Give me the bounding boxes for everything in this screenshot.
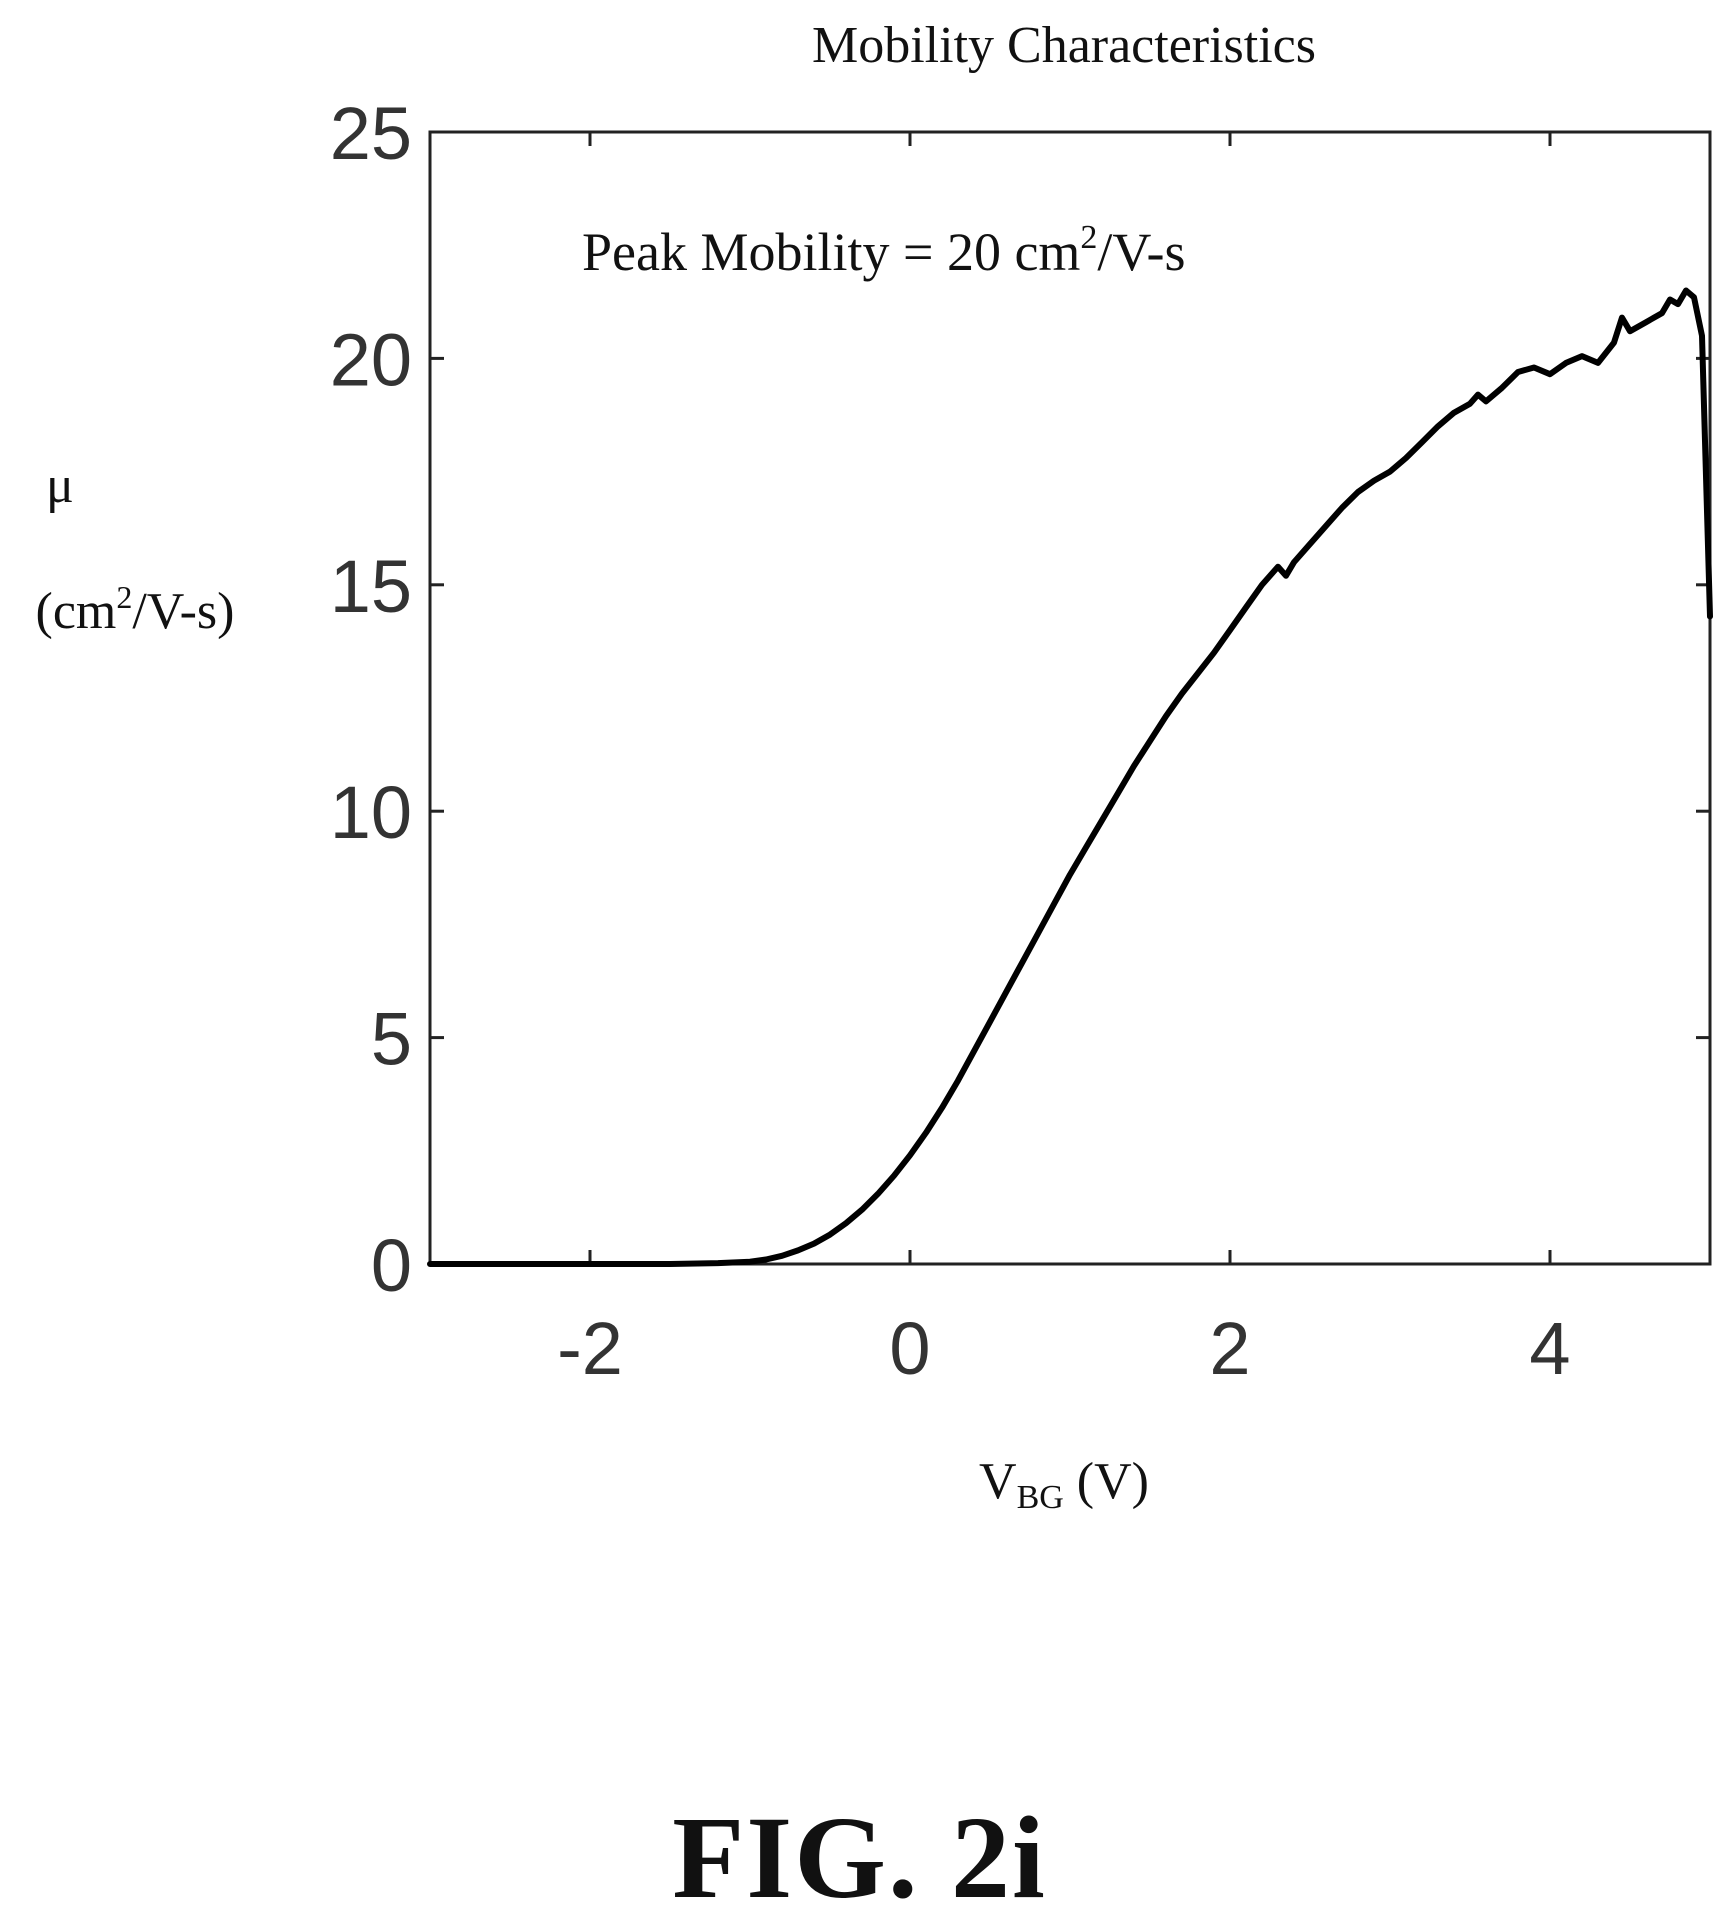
y-tick-label: 0 [371,1224,412,1307]
y-tick-label: 15 [330,545,412,628]
y-unit-prefix: (cm [36,583,117,640]
x-label-main: V [979,1453,1017,1510]
x-label-subscript: BG [1017,1479,1064,1516]
x-tick-label: 0 [889,1307,930,1390]
y-axis-unit-label: (cm2/V-s) [36,579,235,640]
x-tick-label: 4 [1529,1307,1570,1390]
x-axis-label: VBG (V) [979,1453,1149,1516]
chart-title: Mobility Characteristics [812,17,1316,74]
x-tick-label: -2 [557,1307,623,1390]
plot-area: -2 0 2 4 0 5 10 15 20 25 [330,92,1713,1390]
y-axis-symbol: μ [46,457,74,514]
x-tick-label: 2 [1209,1307,1250,1390]
plot-frame [428,130,1712,1266]
mobility-series-line [427,287,1713,1267]
x-label-suffix: (V) [1064,1453,1149,1510]
annotation-suffix: /V-s [1097,222,1185,282]
annotation-prefix: Peak Mobility = 20 cm [582,222,1080,282]
tick-labels: -2 0 2 4 0 5 10 15 20 25 [330,92,1571,1390]
figure-caption: FIG. 2i [672,1792,1047,1923]
annotation-superscript: 2 [1080,219,1097,256]
y-tick-label: 10 [330,771,412,854]
y-unit-superscript: 2 [116,579,132,615]
axis-ticks [430,130,1710,1266]
y-tick-label: 5 [371,998,412,1081]
peak-mobility-annotation: Peak Mobility = 20 cm2/V-s [582,219,1185,282]
y-tick-label: 25 [330,92,412,175]
y-tick-label: 20 [330,318,412,401]
y-unit-suffix: /V-s) [132,583,234,640]
